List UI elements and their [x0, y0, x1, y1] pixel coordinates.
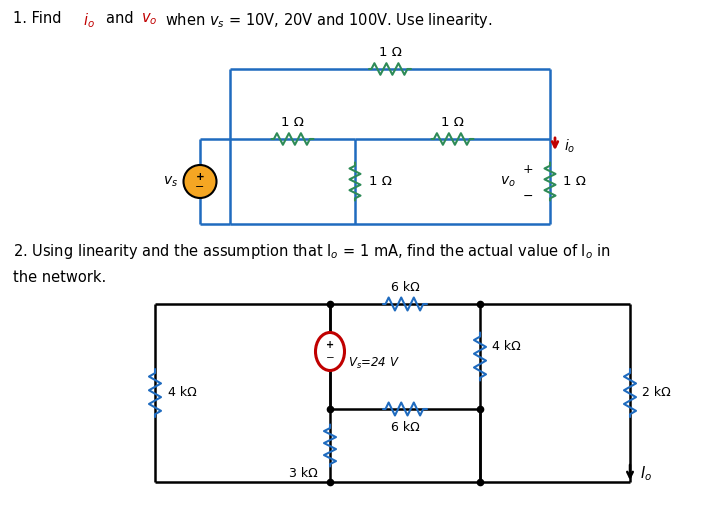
- Text: +: +: [523, 163, 533, 176]
- Text: $V_s$=24 V: $V_s$=24 V: [348, 356, 400, 371]
- Text: 1 Ω: 1 Ω: [379, 46, 402, 59]
- Text: +: +: [326, 341, 334, 351]
- Text: when $v_s$ = 10V, 20V and 100V. Use linearity.: when $v_s$ = 10V, 20V and 100V. Use line…: [165, 11, 493, 30]
- Text: 1 Ω: 1 Ω: [563, 175, 586, 188]
- Text: 6 kΩ: 6 kΩ: [391, 421, 419, 434]
- Text: 3 kΩ: 3 kΩ: [289, 467, 318, 480]
- Text: +: +: [196, 172, 204, 182]
- Text: and: and: [106, 11, 138, 26]
- Ellipse shape: [315, 333, 344, 370]
- Text: $v_o$: $v_o$: [500, 174, 516, 189]
- Text: 4 kΩ: 4 kΩ: [168, 387, 196, 399]
- Text: −: −: [523, 190, 533, 203]
- Text: 1 Ω: 1 Ω: [369, 175, 392, 188]
- Text: $v_s$: $v_s$: [163, 174, 178, 189]
- Text: 1 Ω: 1 Ω: [441, 116, 464, 129]
- Text: −: −: [195, 182, 204, 192]
- Text: $i_o$: $i_o$: [83, 11, 95, 30]
- Text: $v_o$: $v_o$: [141, 11, 158, 27]
- Text: $I_o$: $I_o$: [640, 465, 652, 483]
- Text: 4 kΩ: 4 kΩ: [492, 340, 521, 353]
- Text: $i_o$: $i_o$: [564, 138, 575, 156]
- Text: −: −: [326, 353, 334, 363]
- Text: 1. Find: 1. Find: [13, 11, 66, 26]
- Text: 6 kΩ: 6 kΩ: [391, 281, 419, 294]
- Circle shape: [184, 165, 217, 198]
- Text: 2. Using linearity and the assumption that I$_o$ = 1 mA, find the actual value o: 2. Using linearity and the assumption th…: [13, 242, 611, 261]
- Text: the network.: the network.: [13, 270, 106, 285]
- Text: 1 Ω: 1 Ω: [281, 116, 304, 129]
- Text: 2 kΩ: 2 kΩ: [642, 387, 670, 399]
